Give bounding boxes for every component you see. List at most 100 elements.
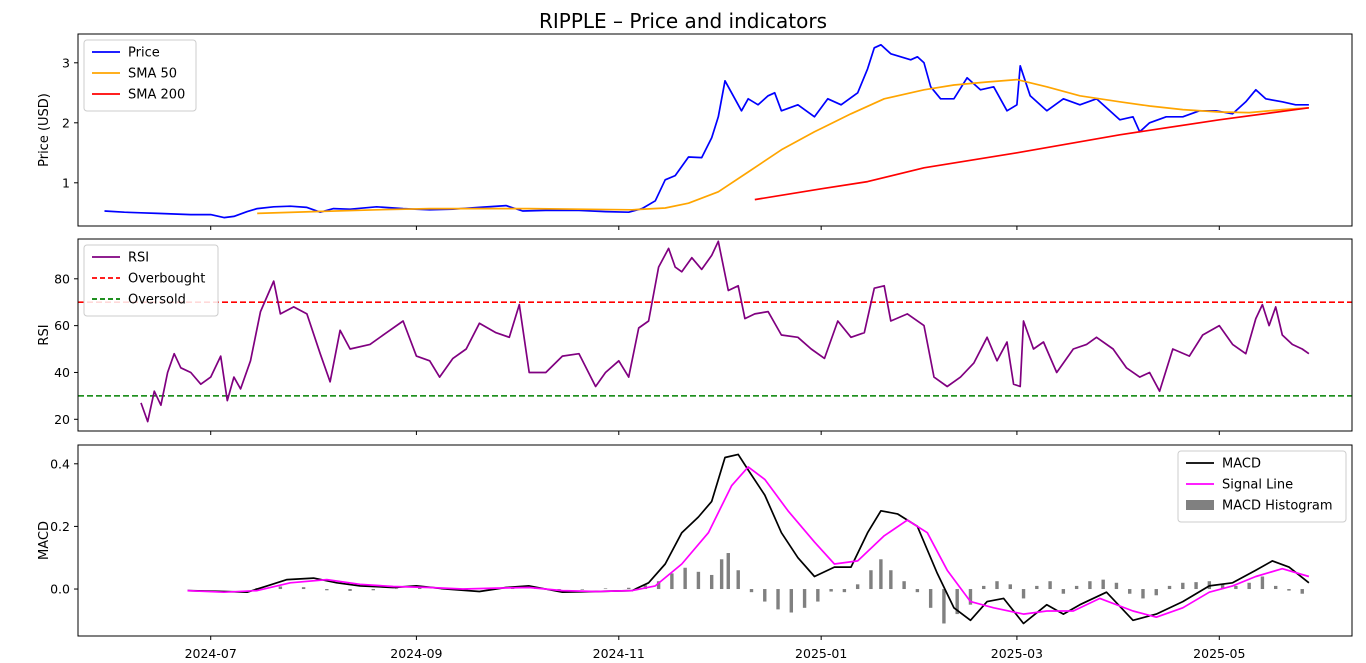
macd-legend: MACD Signal Line MACD Histogram <box>1177 450 1347 523</box>
macd-histogram-bar <box>1247 582 1251 590</box>
macd-histogram-bar <box>371 589 375 591</box>
macd-histogram-bar <box>942 589 946 624</box>
macd-histogram-bar <box>968 589 973 605</box>
macd-histogram-bar <box>736 570 740 590</box>
rsi-y-axis-label: RSI <box>37 324 52 345</box>
legend-label: Overbought <box>128 272 205 287</box>
macd-histogram-bar <box>709 574 714 590</box>
price-legend: Price SMA 50 SMA 200 <box>83 39 197 112</box>
y-tick-label: 40 <box>54 365 70 380</box>
y-tick-label: 0.4 <box>50 456 70 471</box>
x-tick-label: 2024-11 <box>593 646 645 661</box>
x-tick-label: 2025-05 <box>1193 646 1245 661</box>
legend-label: SMA 200 <box>128 88 185 103</box>
price-y-axis-label: Price (USD) <box>37 93 52 167</box>
macd-histogram-bar <box>1128 589 1132 594</box>
macd-histogram-bar <box>325 589 329 591</box>
macd-histogram-bar <box>348 589 352 591</box>
y-tick-label: 20 <box>54 412 70 427</box>
y-tick-label: 1 <box>62 175 70 190</box>
x-tick-label: 2024-09 <box>390 646 442 661</box>
macd-histogram-bar <box>580 589 584 590</box>
legend-label: RSI <box>128 251 149 266</box>
macd-histogram-bar <box>719 559 724 590</box>
macd-histogram-bar <box>394 588 399 590</box>
price-panel: 1 2 3 Price (USD) Price SMA 50 SMA 200 <box>37 33 1353 230</box>
rsi-panel: 20 40 60 80 RSI RSI Overbought Oversold <box>37 238 1353 435</box>
macd-histogram-bar <box>889 570 893 590</box>
macd-series-line <box>187 453 1310 625</box>
price-plot-area <box>104 43 1310 219</box>
macd-histogram-bar <box>696 571 701 590</box>
macd-histogram-bar <box>1181 582 1185 590</box>
macd-panel: 0.0 0.2 0.4 MACD 2024-07 2024-09 2024-11 2025-0… <box>37 444 1353 661</box>
legend-label: Oversold <box>128 293 186 308</box>
y-tick-label: 0.0 <box>50 582 70 597</box>
macd-histogram-bar <box>955 589 959 615</box>
price-axes-frame <box>77 33 1353 227</box>
rsi-axes-frame <box>77 238 1353 432</box>
y-tick-label: 2 <box>62 115 70 130</box>
macd-histogram-bar <box>1101 579 1105 590</box>
macd-histogram-bar <box>1114 582 1119 590</box>
macd-histogram-bar <box>603 588 608 590</box>
legend-label: Signal Line <box>1222 478 1293 493</box>
x-tick-label: 2025-03 <box>991 646 1043 661</box>
macd-histogram-bar <box>1048 581 1052 590</box>
macd-histogram-bar <box>683 567 687 590</box>
macd-histogram-bar <box>902 581 906 590</box>
rsi-legend: RSI Overbought Oversold <box>83 244 219 317</box>
legend-label: Price <box>128 46 160 61</box>
macd-histogram-bar <box>1061 589 1066 594</box>
figure-title: RIPPLE – Price and indicators <box>539 9 827 33</box>
macd-y-axis-label: MACD <box>37 521 52 560</box>
macd-histogram-bar <box>1035 585 1039 590</box>
macd-histogram-bar <box>1008 584 1012 590</box>
sma-50-series-line <box>257 78 1309 215</box>
macd-histogram-bar <box>776 589 780 610</box>
macd-histogram-bar <box>982 585 986 590</box>
macd-histogram-bar <box>627 587 631 590</box>
macd-histogram-bar <box>1021 589 1026 599</box>
macd-histogram-bar <box>1088 581 1092 590</box>
macd-histogram-bar <box>995 581 999 590</box>
y-tick-label: 0.2 <box>50 519 70 534</box>
macd-legend-box <box>1177 450 1347 523</box>
macd-histogram-bar <box>869 570 873 590</box>
macd-histogram-bar <box>789 589 794 613</box>
macd-histogram-bar <box>1234 585 1238 590</box>
macd-histogram-bar <box>749 589 754 593</box>
macd-plot-area <box>187 453 1310 625</box>
macd-histogram-bar <box>928 589 933 608</box>
macd-histogram-bar <box>1287 589 1291 591</box>
macd-histogram-bar <box>1167 585 1172 590</box>
macd-histogram-bar <box>1220 584 1225 590</box>
y-tick-label: 3 <box>62 55 70 70</box>
legend-label: MACD Histogram <box>1222 499 1333 514</box>
macd-histogram-bar <box>1074 585 1079 590</box>
macd-histogram-bar <box>802 589 807 608</box>
x-tick-label: 2024-07 <box>185 646 237 661</box>
macd-histogram-bar <box>915 589 920 593</box>
macd-histogram-bar <box>879 559 883 590</box>
macd-histogram-bar <box>816 589 820 602</box>
macd-histogram-bar <box>842 589 847 593</box>
signal-line-series-line <box>187 466 1310 619</box>
macd-histogram-bar <box>278 586 283 590</box>
legend-label: MACD <box>1222 457 1261 472</box>
x-tick-label: 2025-01 <box>795 646 847 661</box>
rsi-plot-area <box>78 240 1352 423</box>
macd-histogram-bar <box>1141 589 1145 599</box>
macd-histogram-bar <box>418 587 422 590</box>
macd-histogram-bar <box>301 587 306 590</box>
legend-label: SMA 50 <box>128 67 177 82</box>
macd-histogram-bar <box>1300 589 1304 594</box>
sma-200-series-line <box>754 106 1310 201</box>
macd-histogram-bar <box>670 573 674 590</box>
macd-histogram-bar <box>726 553 730 590</box>
macd-histogram-bar <box>1154 589 1158 596</box>
macd-histogram-bar <box>763 589 767 602</box>
macd-axes-frame <box>77 444 1353 637</box>
macd-histogram-bar <box>1273 585 1278 590</box>
